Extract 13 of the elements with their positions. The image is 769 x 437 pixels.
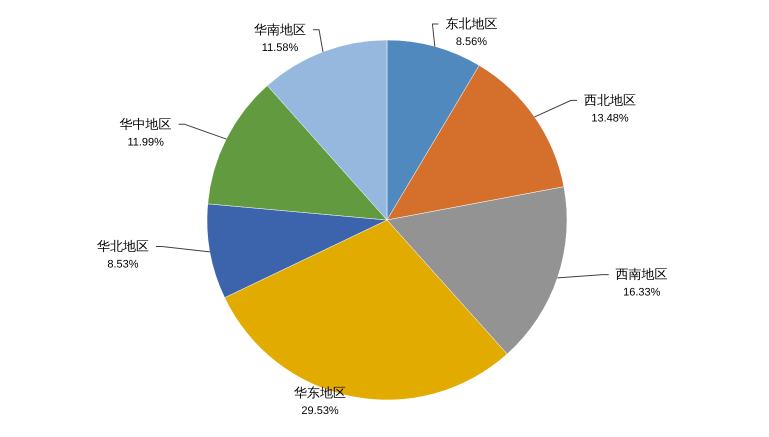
slice-label: 华中地区: [120, 116, 172, 132]
slice-label: 西南地区: [616, 266, 668, 282]
slice-label: 西北地区: [584, 92, 636, 108]
data-label: 16.33%: [623, 286, 661, 299]
slice-label: 华北地区: [96, 238, 149, 254]
data-label: 11.58%: [262, 42, 299, 54]
data-label: 29.53%: [301, 405, 339, 417]
slice-label: 华南地区: [254, 22, 306, 37]
data-label: 11.99%: [127, 136, 164, 148]
slice-label: 东北地区: [445, 16, 498, 32]
data-label: 13.48%: [591, 112, 629, 124]
data-label: 8.53%: [107, 258, 139, 271]
data-label: 8.56%: [456, 36, 488, 48]
